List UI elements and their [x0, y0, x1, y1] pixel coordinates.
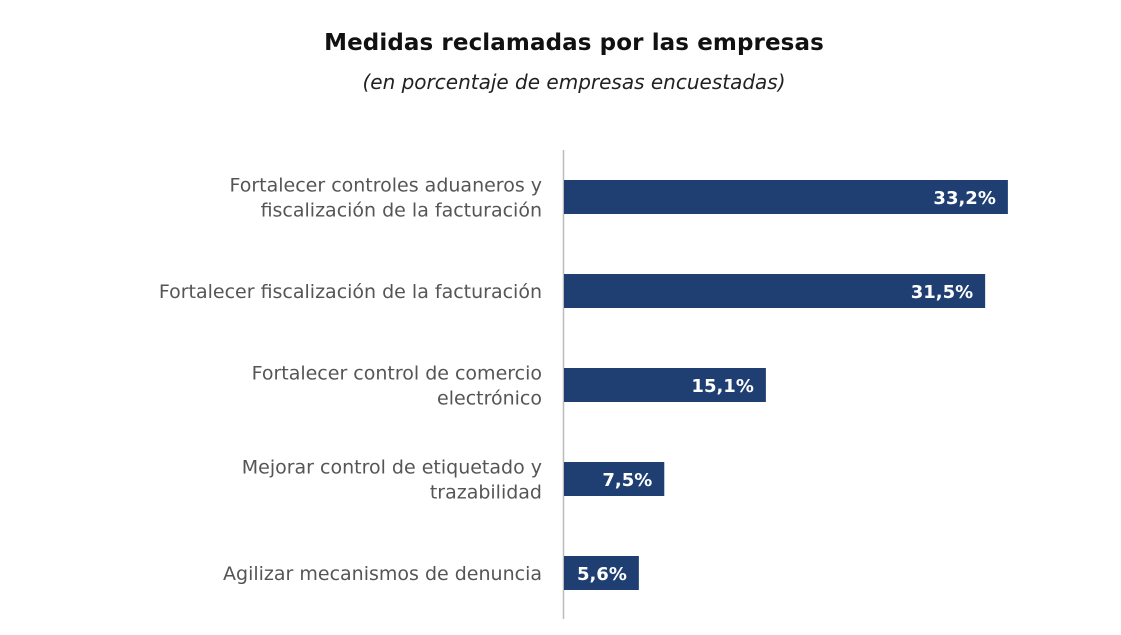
- bar-value-label-3: 15,1%: [691, 376, 753, 397]
- bar-value-label-4: 7,5%: [602, 470, 652, 491]
- chart-subtitle: (en porcentaje de empresas encuestadas): [362, 70, 786, 94]
- category-label-3-line-1: Fortalecer control de comercio: [252, 363, 542, 385]
- category-label-2-line-1: Fortalecer fiscalización de la facturaci…: [159, 281, 542, 303]
- bar-1: [564, 180, 1008, 214]
- category-label-4-line-2: trazabilidad: [430, 482, 542, 504]
- bar-value-label-2: 31,5%: [911, 282, 973, 303]
- chart-title: Medidas reclamadas por las empresas: [324, 30, 824, 56]
- category-label-3-line-2: electrónico: [437, 388, 542, 410]
- bar-value-label-5: 5,6%: [577, 564, 627, 585]
- category-label-1-line-2: fiscalización de la facturación: [261, 200, 542, 222]
- bar-value-label-1: 33,2%: [933, 188, 995, 209]
- category-label-4-line-1: Mejorar control de etiquetado y: [242, 457, 542, 479]
- category-label-5-line-1: Agilizar mecanismos de denuncia: [223, 563, 542, 585]
- bar-5: [564, 556, 639, 590]
- bar-4: [564, 462, 665, 496]
- bar-2: [564, 274, 986, 308]
- category-label-1-line-1: Fortalecer controles aduaneros y: [229, 175, 542, 197]
- bar-3: [564, 368, 766, 402]
